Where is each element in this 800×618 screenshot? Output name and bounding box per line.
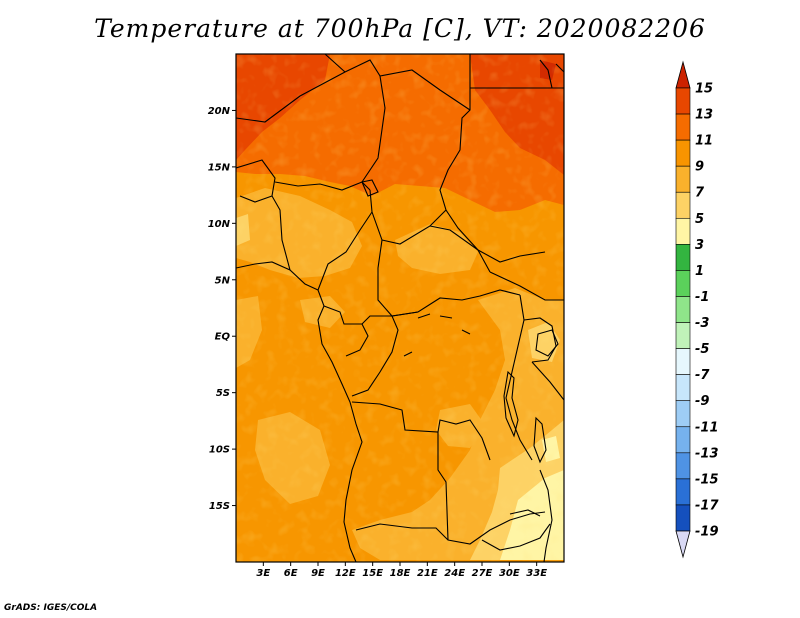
- lon-tick-label: 15E: [362, 568, 383, 579]
- colorbar-label: -3: [695, 316, 709, 331]
- colorbar-label: 9: [695, 160, 704, 175]
- country-borders: [236, 54, 564, 562]
- lake-chad: [361, 179, 379, 197]
- colorbar-swatch: [675, 296, 691, 323]
- border-chad-sudan: [439, 54, 491, 273]
- colorbar-swatch: [675, 139, 691, 167]
- border-tanzania: [531, 361, 564, 401]
- lon-tick-label: 3E: [256, 568, 270, 579]
- border-angola-drc: [351, 401, 491, 461]
- colorbar-swatch: [675, 191, 691, 219]
- border-south-sudan-east: [489, 271, 564, 301]
- border-mali-niger: [236, 59, 386, 183]
- lat-tick-label: 20N: [208, 106, 231, 117]
- border-car-drc: [391, 289, 521, 317]
- colorbar-swatch: [675, 270, 691, 297]
- lon-tick-label: 6E: [284, 568, 298, 579]
- lat-tick-label: 15S: [209, 501, 230, 512]
- colorbar-swatch: [675, 217, 691, 245]
- temperature-field: [236, 54, 564, 562]
- colorbar-swatch: [675, 244, 691, 271]
- colorbar-label: -5: [695, 342, 709, 357]
- border-algeria-niger: [324, 54, 346, 73]
- latitude-axis: 20N 15N 10N 5N EQ 5S 10S 15S: [208, 106, 236, 512]
- border-zambia-zimbabwe: [481, 523, 551, 551]
- colorbar-swatch: [675, 452, 691, 480]
- border-drc-east: [505, 294, 533, 461]
- lake-tanganyika: [503, 370, 519, 438]
- lake-victoria: [535, 329, 559, 357]
- lat-tick-label: 15N: [208, 162, 231, 173]
- colorbar-label: -19: [695, 525, 719, 540]
- colorbar-swatch: [675, 504, 691, 532]
- border-congo: [351, 315, 399, 397]
- field-texture: [236, 54, 564, 562]
- lat-tick-label: 10S: [209, 445, 230, 456]
- lon-tick-label: 18E: [390, 568, 411, 579]
- colorbar-swatch: [675, 400, 691, 428]
- border-sudan-south-sudan: [429, 225, 546, 263]
- lon-tick-label: 33E: [526, 568, 547, 579]
- lon-tick-label: 12E: [335, 568, 356, 579]
- lon-tick-label: 27E: [472, 568, 493, 579]
- colorbar-label: -7: [695, 368, 710, 383]
- colorbar-swatch: [675, 87, 691, 115]
- border-mozambique: [539, 469, 553, 562]
- colorbar-label: 5: [695, 212, 704, 227]
- border-nigeria-cameroon: [317, 189, 373, 291]
- border-libya: [379, 69, 471, 111]
- colorbar-label: -9: [695, 394, 709, 409]
- longitude-axis: 3E 6E 9E 12E 15E 18E 21E 24E 27E 30E 33E: [256, 562, 547, 579]
- grads-credit: GrADS: IGES/COLA: [4, 603, 98, 613]
- lon-tick-label: 9E: [311, 568, 325, 579]
- colorbar-label: -11: [695, 420, 719, 435]
- colorbar-label: 7: [695, 186, 705, 201]
- lat-tick-label: EQ: [215, 332, 231, 343]
- border-chad-car: [381, 209, 447, 245]
- colorbar-label: -17: [695, 498, 719, 513]
- colorbar-label: -13: [695, 446, 719, 461]
- map-title: Temperature at 700hPa [C], VT: 202008220…: [94, 14, 706, 43]
- colorbar-swatch: [675, 165, 691, 193]
- border-nigeria-niger: [274, 181, 371, 191]
- colorbar-swatch: [675, 478, 691, 506]
- colorbar-swatch: [675, 374, 691, 402]
- colorbar-label: 13: [695, 108, 713, 123]
- lat-tick-label: 5N: [215, 275, 231, 286]
- lon-tick-label: 21E: [417, 568, 438, 579]
- border-namibia: [355, 511, 546, 545]
- lake-kariba: [509, 509, 541, 517]
- colorbar-label: 15: [695, 82, 713, 97]
- lon-tick-label: 30E: [499, 568, 520, 579]
- colorbar-label: -1: [695, 290, 709, 305]
- colorbar: 15 13 11 9 7 5 3 1 -1 -3 -5 -7 -9 -11 -13 -15 -17 -19: [675, 60, 719, 559]
- colorbar-swatch: [675, 348, 691, 375]
- colorbar-label: 11: [695, 134, 713, 149]
- colorbar-top-arrow: [675, 60, 691, 89]
- colorbar-label: 3: [695, 238, 704, 253]
- red-sea-coast: [539, 59, 564, 89]
- lake-malawi: [533, 416, 547, 464]
- colorbar-swatch: [675, 426, 691, 454]
- lat-tick-label: 10N: [208, 219, 231, 230]
- border-angola-zambia: [437, 432, 449, 541]
- colorbar-swatch: [675, 113, 691, 141]
- lat-tick-label: 5S: [216, 388, 230, 399]
- congo-river-marks: [403, 313, 471, 357]
- colorbar-swatch: [675, 322, 691, 349]
- colorbar-label: 1: [695, 264, 704, 279]
- border-benin-togo: [271, 195, 291, 271]
- border-burkina: [236, 159, 276, 203]
- colorbar-bottom-arrow: [675, 530, 691, 559]
- lon-tick-label: 24E: [444, 568, 465, 579]
- colorbar-label: -15: [695, 472, 719, 487]
